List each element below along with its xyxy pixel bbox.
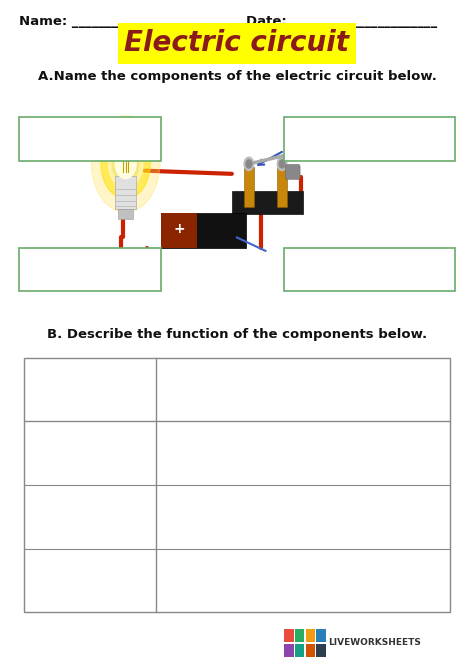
FancyBboxPatch shape	[295, 644, 304, 657]
Text: Switch: Switch	[41, 510, 85, 523]
Text: Function: Function	[275, 383, 331, 396]
Circle shape	[112, 145, 139, 183]
Circle shape	[115, 149, 136, 179]
FancyBboxPatch shape	[306, 629, 315, 642]
Circle shape	[91, 116, 160, 212]
FancyBboxPatch shape	[284, 629, 294, 642]
FancyBboxPatch shape	[295, 629, 304, 642]
FancyBboxPatch shape	[161, 213, 197, 248]
Text: A.Name the components of the electric circuit below.: A.Name the components of the electric ci…	[37, 70, 437, 82]
Text: Wire: Wire	[41, 574, 71, 587]
FancyBboxPatch shape	[115, 176, 136, 209]
Text: Electric circuit: Electric circuit	[125, 29, 349, 58]
FancyBboxPatch shape	[277, 167, 287, 207]
FancyBboxPatch shape	[284, 248, 455, 291]
Text: Name: ______________________: Name: ______________________	[19, 15, 218, 27]
Circle shape	[109, 140, 143, 188]
FancyBboxPatch shape	[24, 358, 450, 612]
FancyBboxPatch shape	[244, 167, 254, 207]
FancyBboxPatch shape	[316, 629, 326, 642]
Circle shape	[246, 160, 252, 168]
Text: Date: ______________________: Date: ______________________	[246, 15, 438, 27]
Circle shape	[279, 160, 285, 168]
Text: LIVEWORKSHEETS: LIVEWORKSHEETS	[328, 638, 421, 647]
Circle shape	[277, 157, 287, 171]
FancyBboxPatch shape	[285, 165, 300, 179]
Text: Components: Components	[48, 383, 132, 396]
FancyBboxPatch shape	[118, 209, 133, 219]
Text: Dry cell: Dry cell	[41, 447, 91, 460]
FancyBboxPatch shape	[232, 191, 303, 214]
FancyBboxPatch shape	[161, 213, 246, 248]
Circle shape	[101, 129, 150, 199]
FancyBboxPatch shape	[19, 248, 161, 291]
Text: +: +	[173, 222, 185, 235]
Text: B. Describe the function of the components below.: B. Describe the function of the componen…	[47, 328, 427, 341]
FancyBboxPatch shape	[19, 117, 161, 161]
FancyBboxPatch shape	[306, 644, 315, 657]
FancyBboxPatch shape	[284, 644, 294, 657]
FancyBboxPatch shape	[316, 644, 326, 657]
Circle shape	[244, 157, 254, 171]
FancyBboxPatch shape	[284, 117, 455, 161]
